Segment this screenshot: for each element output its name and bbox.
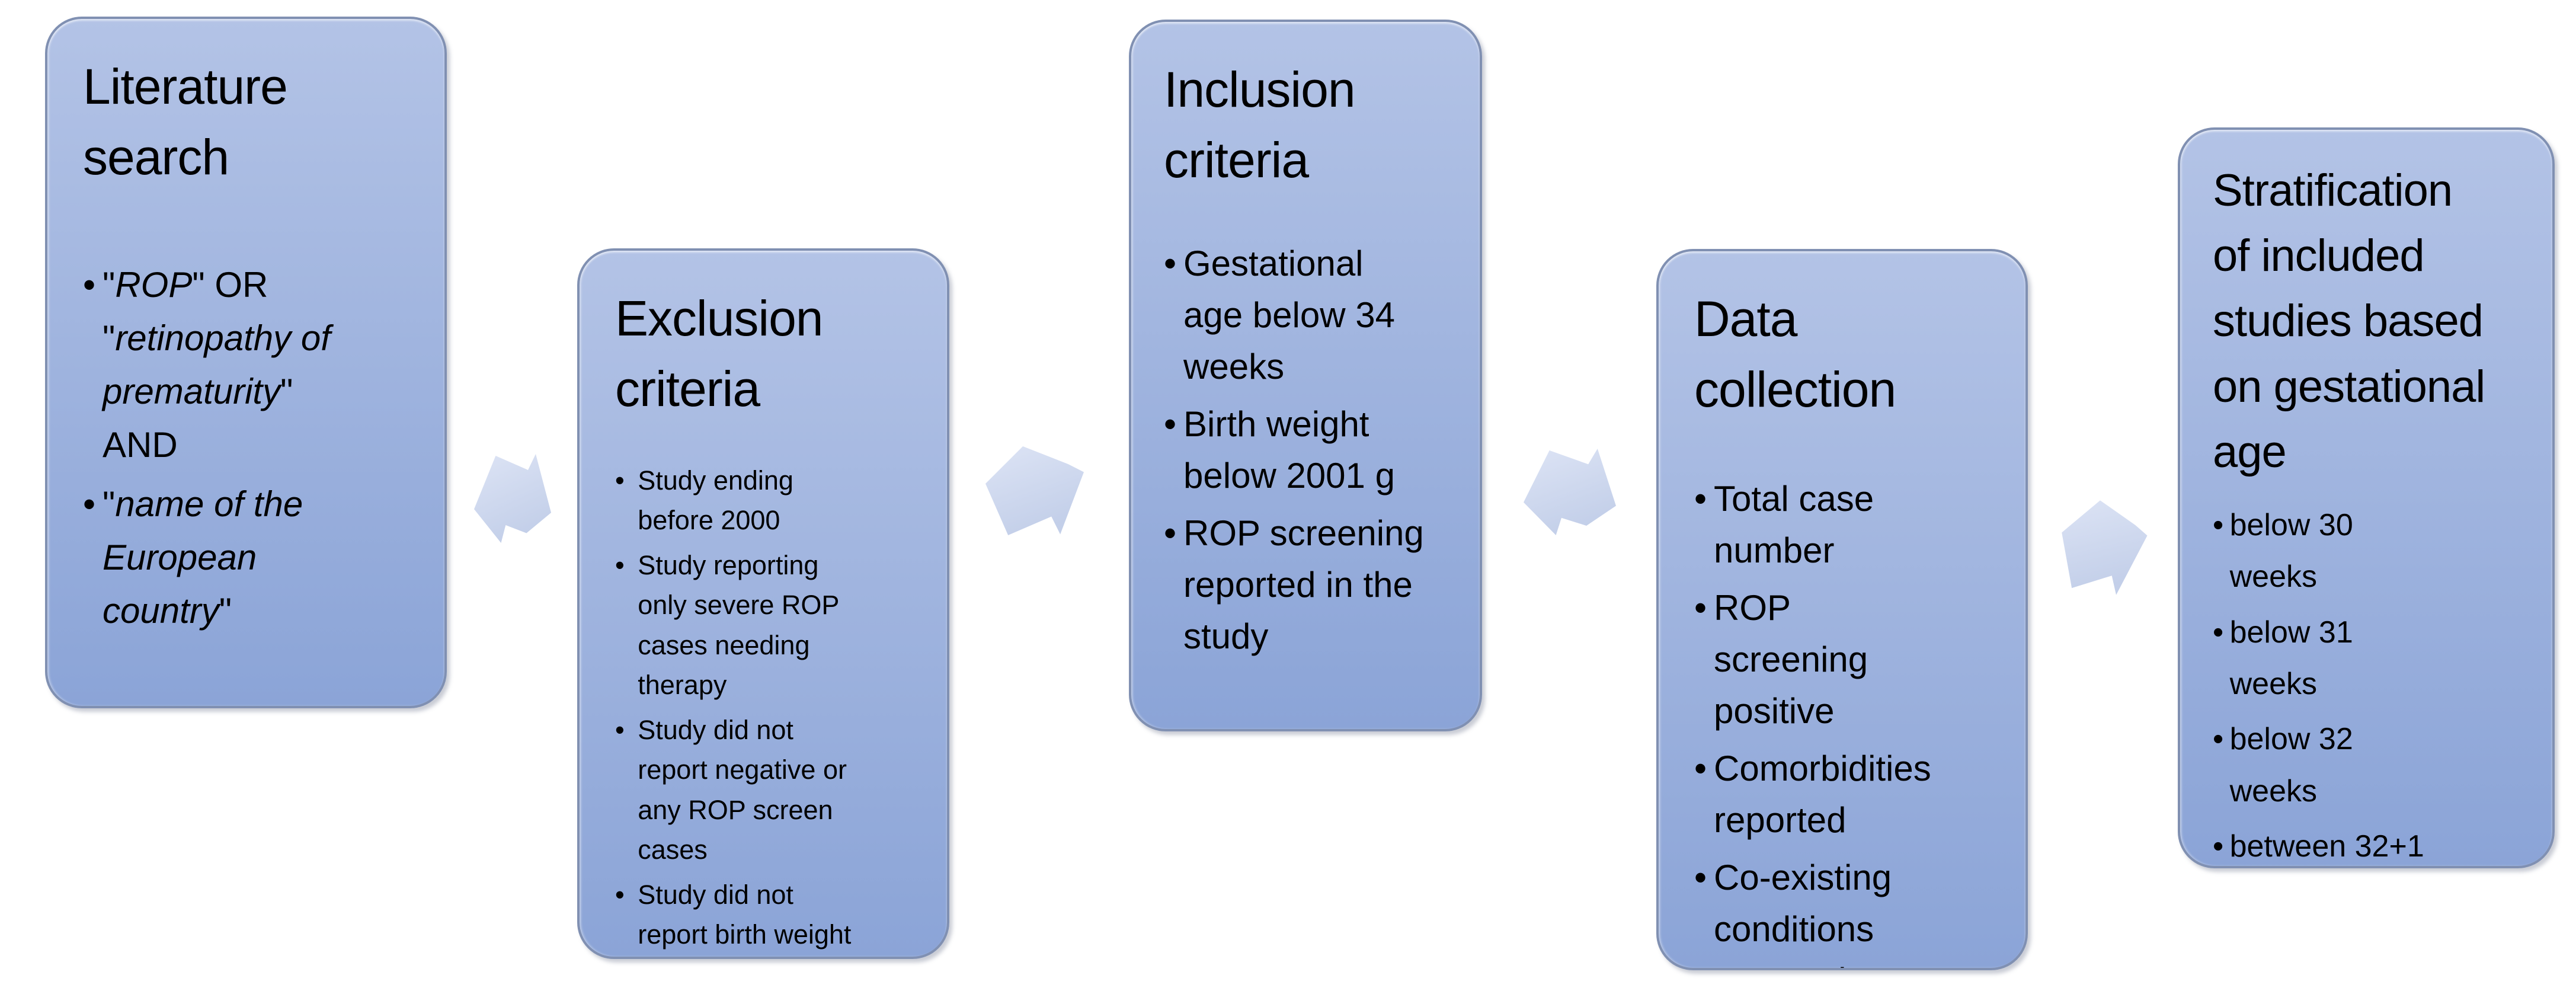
bullet-item: • "ROP" OR "retinopathy of prematurity" A… (83, 258, 338, 472)
bullet-item: • Gestational age below 34 weeks (1164, 238, 1428, 392)
bullet-item: • Study did not report birth weight or ge… (615, 875, 870, 957)
bullet-list: • Total case number • ROP screening positiv… (1694, 473, 1934, 968)
bullet-text: Study did not report birth weight or ges… (638, 879, 852, 950)
bullet-text: "ROP" OR "retinopathy of prematurity" AN… (103, 264, 331, 465)
box-title: Stratification of included studies based… (2213, 165, 2485, 477)
flow-arrow-2-icon (985, 446, 1084, 535)
bullet-item: • Study reporting only severe ROP cases n… (615, 545, 870, 705)
bullet-item: •between 32+1 and 34 weeks (2213, 821, 2429, 866)
box-content: Data collection • Total case number • ROP s… (1659, 251, 2025, 968)
bullet-item: • Comorbidities reported (1694, 743, 1934, 846)
box-content: Stratification of included studies based… (2180, 130, 2552, 866)
bullet-item: • Study ending before 2000 (615, 461, 870, 541)
bullet-text: below 30 weeks (2229, 507, 2353, 594)
bullet-item: • below 30 weeks (2213, 500, 2429, 603)
bullet-text: ROP screening reported in the study (1183, 513, 1424, 656)
bullet-text: Co-existing conditions reported (1714, 857, 1892, 968)
bullet-text: below 32 weeks (2229, 722, 2353, 808)
flow-arrow-4-icon (2062, 500, 2148, 595)
bullet-glyph: • (1164, 513, 1177, 553)
bullet-item: •Co-existing conditions reported (1694, 852, 1934, 968)
bullet-item: • below 32 weeks (2213, 714, 2429, 817)
bullet-glyph: • (1694, 587, 1707, 628)
box-title: Exclusion criteria (615, 290, 824, 417)
bullet-glyph: • (1694, 857, 1707, 897)
bullet-list: • "ROP" OR "retinopathy of prematurity" A… (83, 258, 338, 638)
box-content: Exclusion criteria • Study ending before … (580, 251, 947, 957)
flow-arrow-3-icon (1524, 449, 1616, 535)
bullet-glyph: • (615, 465, 625, 496)
bullet-glyph: • (1164, 404, 1177, 444)
bullet-text: Comorbidities reported (1714, 748, 1931, 840)
box-exclusion-criteria: Exclusion criteria • Study ending before … (577, 248, 949, 959)
box-data-collection: Data collection • Total case number • ROP s… (1656, 249, 2028, 970)
box-inclusion-criteria: Inclusion criteria • Gestational age belo… (1129, 20, 1482, 731)
box-title: Data collection (1694, 291, 1896, 418)
bullet-item: • ROP screening positive (1694, 582, 1934, 737)
bullet-text: Study ending before 2000 (638, 465, 793, 536)
bullet-text: Total case number (1714, 478, 1874, 570)
flow-arrow-1-icon (474, 454, 551, 543)
bullet-glyph: • (2213, 722, 2224, 757)
bullet-item: • Birth weight below 2001 g (1164, 398, 1428, 501)
box-stratification: Stratification of included studies based… (2178, 127, 2555, 868)
bullet-list: • below 30 weeks • below 31 weeks • below 32 … (2213, 500, 2429, 866)
bullet-glyph: • (83, 484, 96, 524)
bullet-glyph: • (2213, 829, 2224, 864)
bullet-glyph: • (615, 549, 625, 580)
box-content: Inclusion criteria • Gestational age belo… (1131, 22, 1480, 692)
bullet-glyph: • (83, 264, 96, 305)
box-title: Literature search (83, 59, 288, 186)
bullet-glyph: • (1694, 478, 1707, 519)
bullet-text: between 32+1 and 34 weeks (2229, 829, 2424, 864)
bullet-text: Study did not report negative or any ROP… (638, 714, 847, 865)
bullet-text: Study reporting only severe ROP cases ne… (638, 549, 839, 701)
bullet-text: "name of the European country" (103, 484, 303, 631)
bullet-text: ROP screening positive (1714, 587, 1868, 731)
bullet-item: • Total case number (1694, 473, 1934, 576)
bullet-glyph: • (2213, 615, 2224, 650)
box-literature-search: Literature search • "ROP" OR "retinopathy… (45, 17, 447, 708)
bullet-item: • Study did not report negative or any RO… (615, 710, 870, 870)
bullet-text: Gestational age below 34 weeks (1183, 243, 1395, 386)
bullet-item: • below 31 weeks (2213, 607, 2429, 711)
bullet-text: Birth weight below 2001 g (1183, 404, 1395, 496)
bullet-item: • "name of the European country" (83, 478, 338, 638)
bullet-list: • Gestational age below 34 weeks • Birth we… (1164, 238, 1428, 662)
box-title: Inclusion criteria (1164, 62, 1356, 188)
bullet-glyph: • (2213, 507, 2224, 542)
box-content: Literature search • "ROP" OR "retinopathy… (47, 19, 444, 667)
bullet-item: • ROP screening reported in the study (1164, 507, 1428, 662)
bullet-glyph: • (1164, 243, 1177, 283)
bullet-glyph: • (615, 714, 625, 745)
bullet-list: • Study ending before 2000 • Study reportin… (615, 461, 870, 957)
bullet-glyph: • (615, 879, 625, 910)
bullet-glyph: • (1694, 748, 1707, 788)
bullet-text: below 31 weeks (2229, 615, 2353, 702)
